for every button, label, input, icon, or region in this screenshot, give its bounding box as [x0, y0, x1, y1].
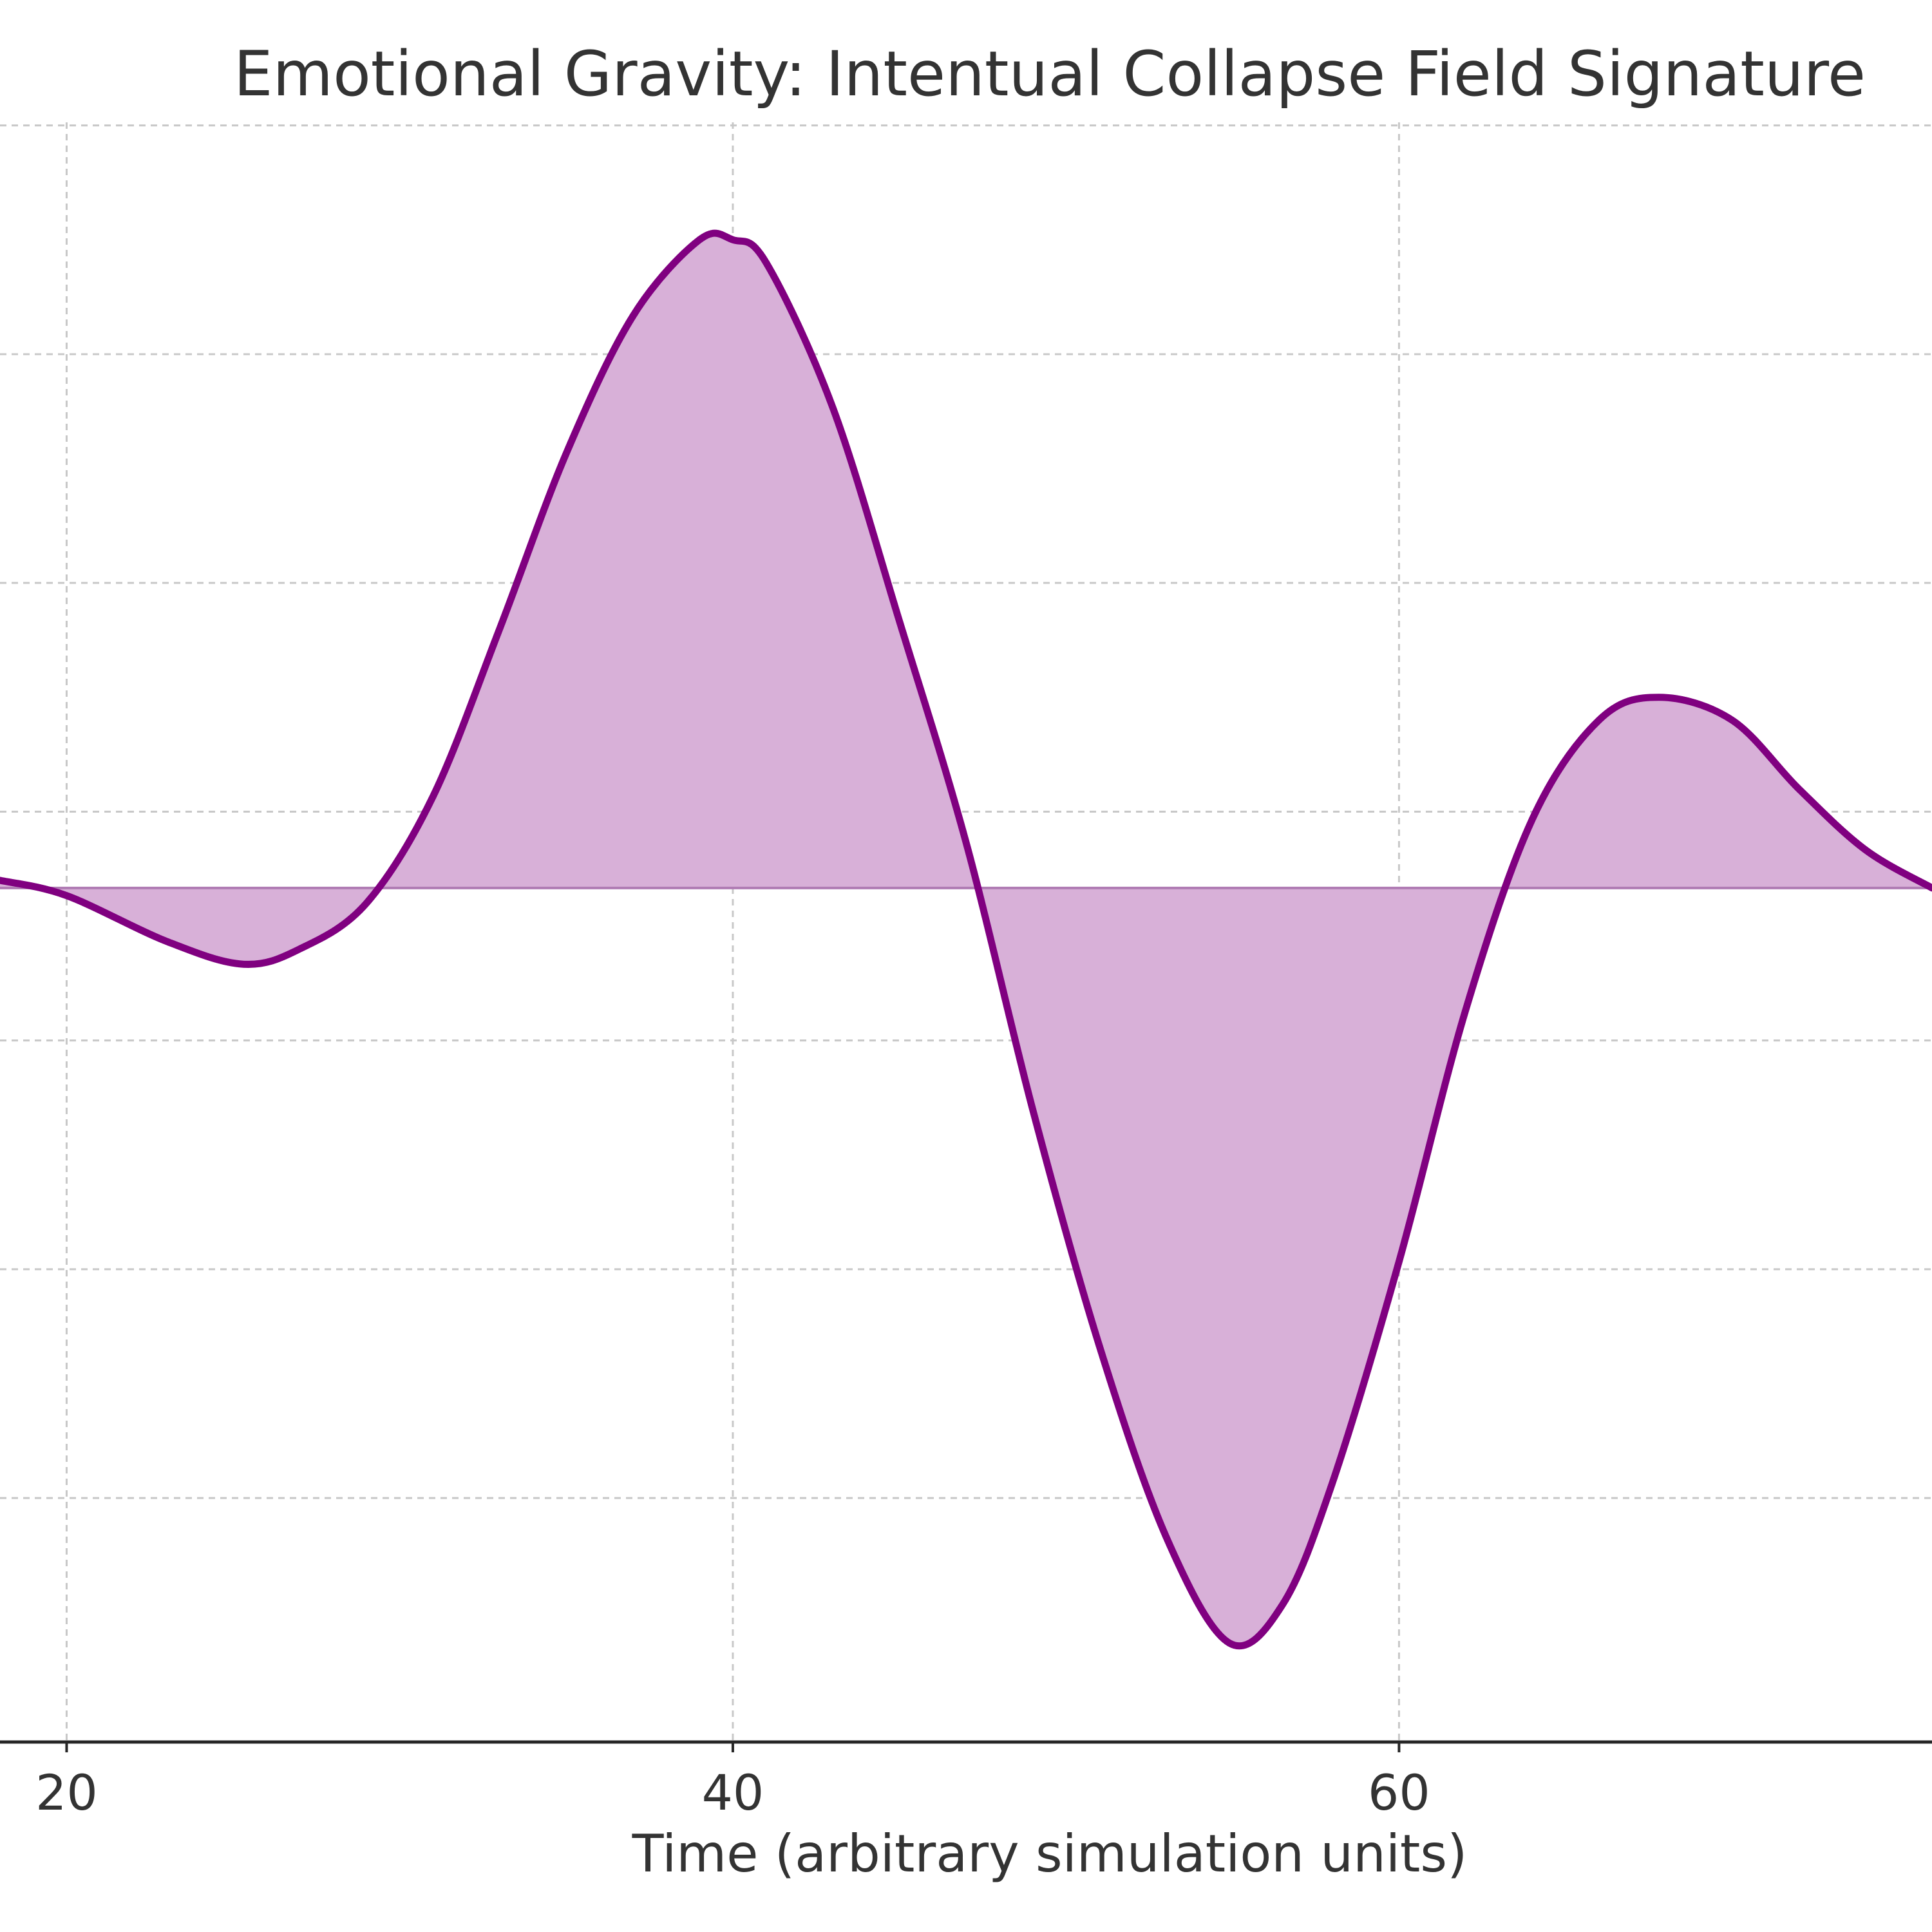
x-axis-label: Time (arbitrary simulation units): [632, 1824, 1468, 1884]
x-tick-label: 20: [35, 1764, 98, 1821]
x-ticks: 20 40 60: [35, 1742, 1430, 1821]
x-tick-label: 40: [702, 1764, 764, 1821]
area-fill: [0, 233, 1932, 1646]
x-tick-label: 60: [1368, 1764, 1430, 1821]
chart-title: Emotional Gravity: Intentual Collapse Fi…: [234, 38, 1866, 110]
series-line: [0, 229, 1932, 1650]
